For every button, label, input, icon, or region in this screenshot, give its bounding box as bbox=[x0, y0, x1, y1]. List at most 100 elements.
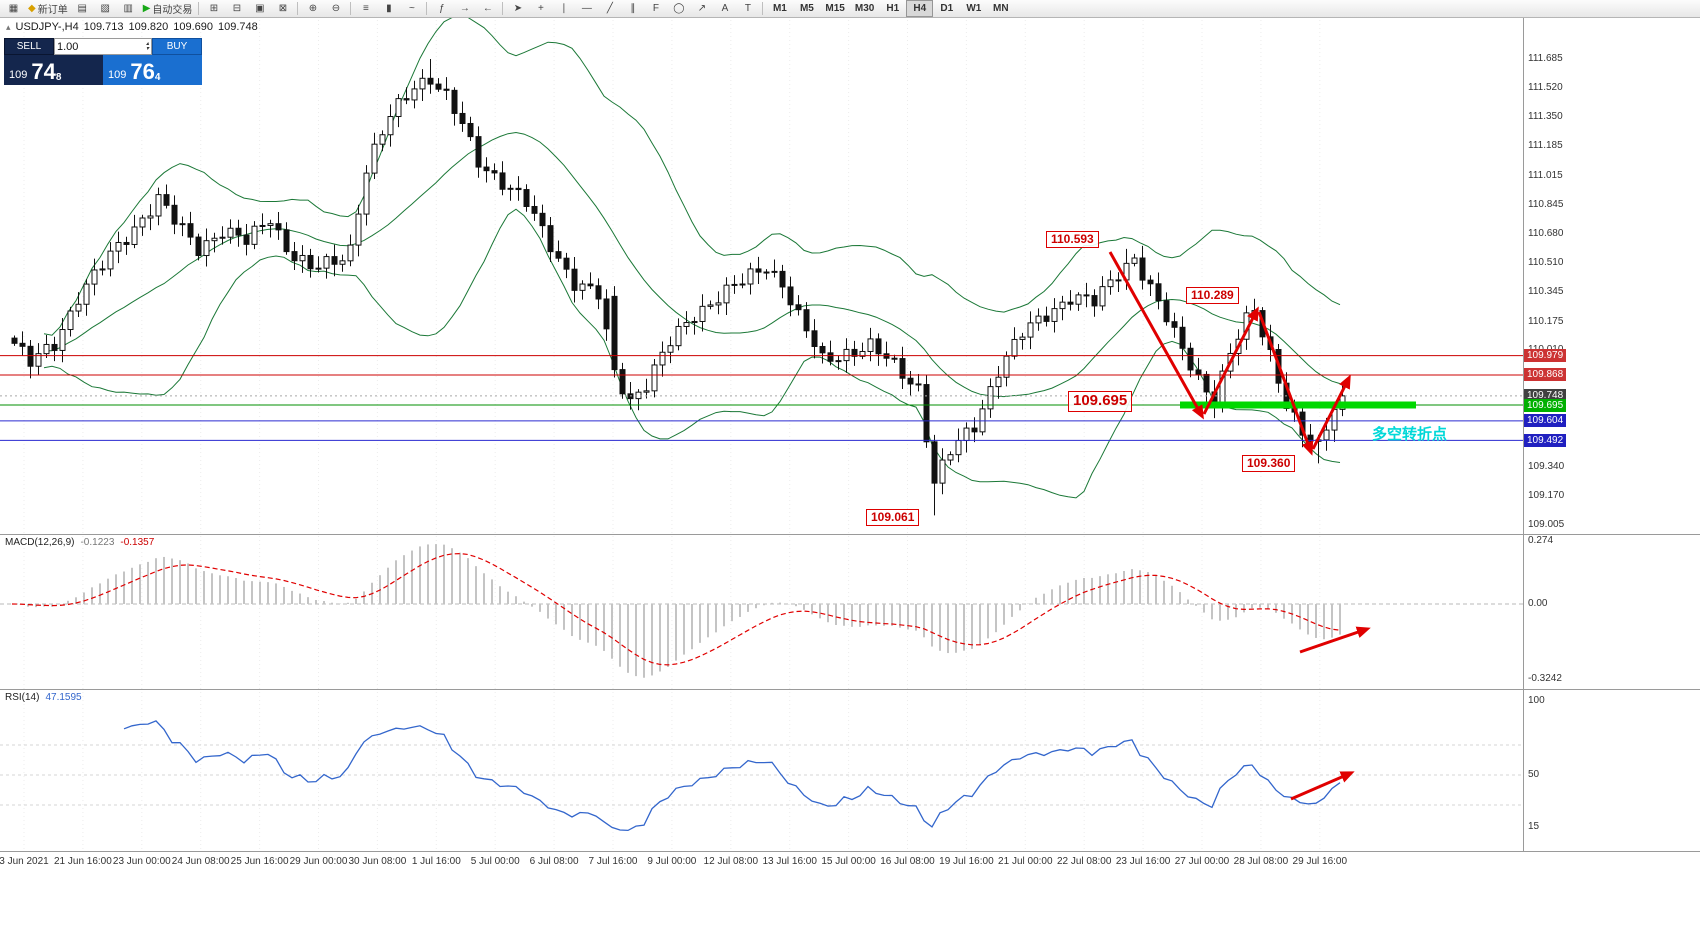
time-axis-label: 30 Jun 08:00 bbox=[348, 856, 407, 867]
annotation-turning-point[interactable]: 多空转折点 bbox=[1372, 426, 1448, 443]
timeframe-h1[interactable]: H1 bbox=[879, 0, 906, 17]
arrange-icons-button[interactable]: ⊠ bbox=[271, 0, 294, 17]
rsi-label: RSI(14) 47.1595 bbox=[5, 692, 82, 703]
trend-arrow-6[interactable] bbox=[1290, 771, 1355, 801]
buy-price[interactable]: 109 76 4 bbox=[103, 55, 202, 85]
text-label-button[interactable]: T bbox=[736, 0, 759, 17]
volume-down-icon[interactable]: ▾ bbox=[145, 45, 149, 52]
time-axis-label: 19 Jul 16:00 bbox=[939, 856, 994, 867]
bar-chart-mode-button[interactable]: ≡ bbox=[354, 0, 377, 17]
timeframe-mn-label: MN bbox=[993, 3, 1009, 14]
time-axis-label: 24 Jun 08:00 bbox=[171, 856, 230, 867]
trend-arrow-2[interactable] bbox=[1202, 306, 1259, 415]
price-annotation[interactable]: 110.289 bbox=[1186, 287, 1239, 304]
timeframe-m30[interactable]: M30 bbox=[850, 0, 879, 17]
timeframe-m5[interactable]: M5 bbox=[793, 0, 820, 17]
data-window-icon: ▧ bbox=[100, 2, 110, 14]
zoom-in-button[interactable]: ⊕ bbox=[301, 0, 324, 17]
zoom-out-icon: ⊖ bbox=[331, 2, 341, 14]
timeframe-m1[interactable]: M1 bbox=[766, 0, 793, 17]
candlestick-mode-button[interactable]: ▮ bbox=[377, 0, 400, 17]
cascade-windows-button[interactable]: ⊞ bbox=[202, 0, 225, 17]
fibonacci-button[interactable]: F bbox=[644, 0, 667, 17]
volume-value[interactable]: 1.00 bbox=[57, 40, 79, 53]
vertical-line-icon: ∣ bbox=[561, 2, 567, 14]
time-axis-label: 25 Jun 16:00 bbox=[230, 856, 289, 867]
volume-spinner[interactable]: ▴ ▾ bbox=[145, 40, 149, 52]
autotrading-icon: ▶ bbox=[142, 2, 151, 14]
sell-button[interactable]: SELL bbox=[4, 38, 54, 55]
tile-vertically-button[interactable]: ▣ bbox=[248, 0, 271, 17]
price-axis-label: 111.185 bbox=[1528, 139, 1563, 151]
new-chart-button[interactable]: ▦ bbox=[2, 0, 25, 17]
cursor-button[interactable]: ➤ bbox=[506, 0, 529, 17]
price-tag-109979: 109.979 bbox=[1524, 349, 1567, 363]
rsi-scale-label: 50 bbox=[1528, 769, 1540, 780]
navigator-button[interactable]: ▥ bbox=[117, 0, 140, 17]
arrows-tool-button[interactable]: ↗ bbox=[690, 0, 713, 17]
trendline-button[interactable]: ╱ bbox=[598, 0, 621, 17]
toolbar-separator bbox=[502, 2, 504, 15]
rsi-line bbox=[123, 720, 1341, 832]
text-button[interactable]: A bbox=[713, 0, 736, 17]
ohlc-open: 109.713 bbox=[83, 21, 124, 33]
timeframe-h4[interactable]: H4 bbox=[906, 0, 934, 17]
timeframe-d1[interactable]: D1 bbox=[933, 0, 960, 17]
buy-button[interactable]: BUY bbox=[152, 38, 202, 55]
indicators-button[interactable]: ƒ bbox=[430, 0, 453, 17]
bollinger-middle-line bbox=[43, 131, 1341, 398]
auto-scroll-button[interactable]: → bbox=[453, 0, 476, 17]
tile-horizontally-button[interactable]: ⊟ bbox=[225, 0, 248, 17]
toolbar-separator bbox=[426, 2, 428, 15]
trend-arrow-5[interactable] bbox=[1299, 626, 1371, 654]
timeframe-mn[interactable]: MN bbox=[987, 0, 1014, 17]
time-axis-label: 1 Jul 16:00 bbox=[411, 856, 461, 867]
timeframe-m30-label: M30 bbox=[854, 3, 875, 14]
trend-arrows[interactable] bbox=[1108, 251, 1371, 801]
new-order-button[interactable]: ◆ 新订单 bbox=[25, 0, 71, 17]
trend-arrow-4[interactable] bbox=[1311, 374, 1351, 450]
time-axis-label: 3 Jun 2021 bbox=[0, 856, 49, 867]
line-chart-mode-icon: ~ bbox=[408, 2, 415, 14]
price-annotation[interactable]: 109.360 bbox=[1242, 455, 1296, 472]
time-axis-label: 23 Jul 16:00 bbox=[1115, 856, 1171, 867]
price-axis-label: 110.845 bbox=[1528, 199, 1564, 211]
macd-scale-label: 0.274 bbox=[1528, 535, 1554, 546]
shapes-button[interactable]: ◯ bbox=[667, 0, 690, 17]
time-axis-label: 21 Jun 16:00 bbox=[53, 856, 112, 867]
timeframe-m15[interactable]: M15 bbox=[820, 0, 849, 17]
macd-label: MACD(12,26,9) -0.1223 -0.1357 bbox=[5, 537, 155, 548]
autotrading-label: 自动交易 bbox=[152, 5, 193, 16]
price-annotation[interactable]: 109.695 bbox=[1068, 391, 1133, 412]
ohlc-low: 109.690 bbox=[173, 21, 213, 33]
horizontal-line-button[interactable]: — bbox=[575, 0, 598, 17]
price-annotation[interactable]: 109.061 bbox=[866, 509, 920, 526]
trend-arrow-3[interactable] bbox=[1257, 311, 1314, 456]
time-axis-label: 29 Jun 00:00 bbox=[289, 856, 348, 867]
data-window-button[interactable]: ▧ bbox=[94, 0, 117, 17]
price-tag-109492: 109.492 bbox=[1524, 433, 1567, 447]
trend-arrow-1[interactable] bbox=[1108, 251, 1204, 420]
macd-panel bbox=[0, 544, 1524, 678]
timeframe-w1[interactable]: W1 bbox=[960, 0, 987, 17]
volume-field[interactable]: 1.00 ▴ ▾ bbox=[54, 38, 152, 55]
autotrading-button[interactable]: ▶ 自动交易 bbox=[140, 0, 196, 17]
vertical-line-button[interactable]: ∣ bbox=[552, 0, 575, 17]
time-axis-label: 27 Jul 00:00 bbox=[1174, 856, 1230, 867]
sell-price[interactable]: 109 74 8 bbox=[4, 55, 103, 85]
zoom-out-button[interactable]: ⊖ bbox=[324, 0, 347, 17]
chart-shift-icon: ← bbox=[482, 2, 493, 14]
line-chart-mode-button[interactable]: ~ bbox=[400, 0, 423, 17]
price-tag-109868: 109.868 bbox=[1524, 368, 1567, 382]
chart-shift-button[interactable]: ← bbox=[476, 0, 499, 17]
macd-scale-label: 0.00 bbox=[1528, 598, 1548, 609]
equidistant-channel-icon: ∥ bbox=[630, 2, 636, 14]
equidistant-channel-button[interactable]: ∥ bbox=[621, 0, 644, 17]
volume-up-icon[interactable]: ▴ bbox=[145, 40, 149, 47]
market-watch-button[interactable]: ▤ bbox=[71, 0, 94, 17]
price-annotation[interactable]: 110.593 bbox=[1046, 231, 1099, 248]
crosshair-button[interactable]: + bbox=[529, 0, 552, 17]
timeframe-h4-label: H4 bbox=[913, 3, 927, 14]
horizontal-line-objects[interactable] bbox=[0, 355, 1524, 441]
